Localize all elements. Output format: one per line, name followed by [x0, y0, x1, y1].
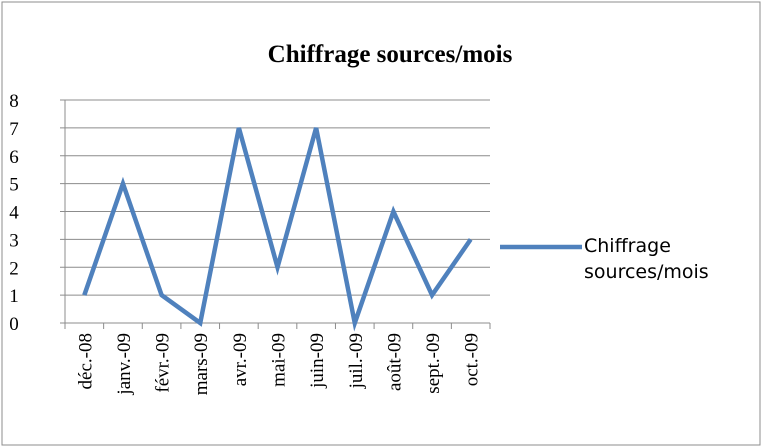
x-tick-label: déc.-08 — [75, 333, 96, 389]
x-tick-label: août-09 — [384, 333, 405, 391]
y-tick-label: 1 — [9, 286, 19, 307]
x-tick-label: mai-09 — [269, 333, 290, 387]
y-tick-label: 0 — [9, 314, 19, 335]
y-tick-label: 4 — [9, 203, 19, 224]
y-tick-label: 5 — [9, 175, 19, 196]
y-tick-label: 8 — [9, 91, 19, 112]
x-tick-label: oct.-09 — [462, 333, 483, 386]
legend-label: Chiffrage sources/mois — [584, 235, 709, 283]
x-tick-label: sept.-09 — [423, 333, 444, 394]
x-tick-label: févr.-09 — [153, 333, 174, 393]
x-tick-label: juin-09 — [307, 333, 328, 389]
series-line — [82, 127, 473, 332]
x-tick-label: juil.-09 — [346, 333, 367, 389]
y-tick-label: 3 — [9, 230, 19, 251]
y-tick-label: 2 — [9, 258, 19, 279]
y-tick-label: 6 — [9, 147, 19, 168]
x-tick-label: mars-09 — [191, 333, 212, 395]
chart-title: Chiffrage sources/mois — [268, 41, 513, 68]
x-tick-label: avr.-09 — [230, 333, 251, 386]
x-tick-label: janv.-09 — [114, 333, 135, 396]
y-tick-label: 7 — [9, 119, 19, 140]
